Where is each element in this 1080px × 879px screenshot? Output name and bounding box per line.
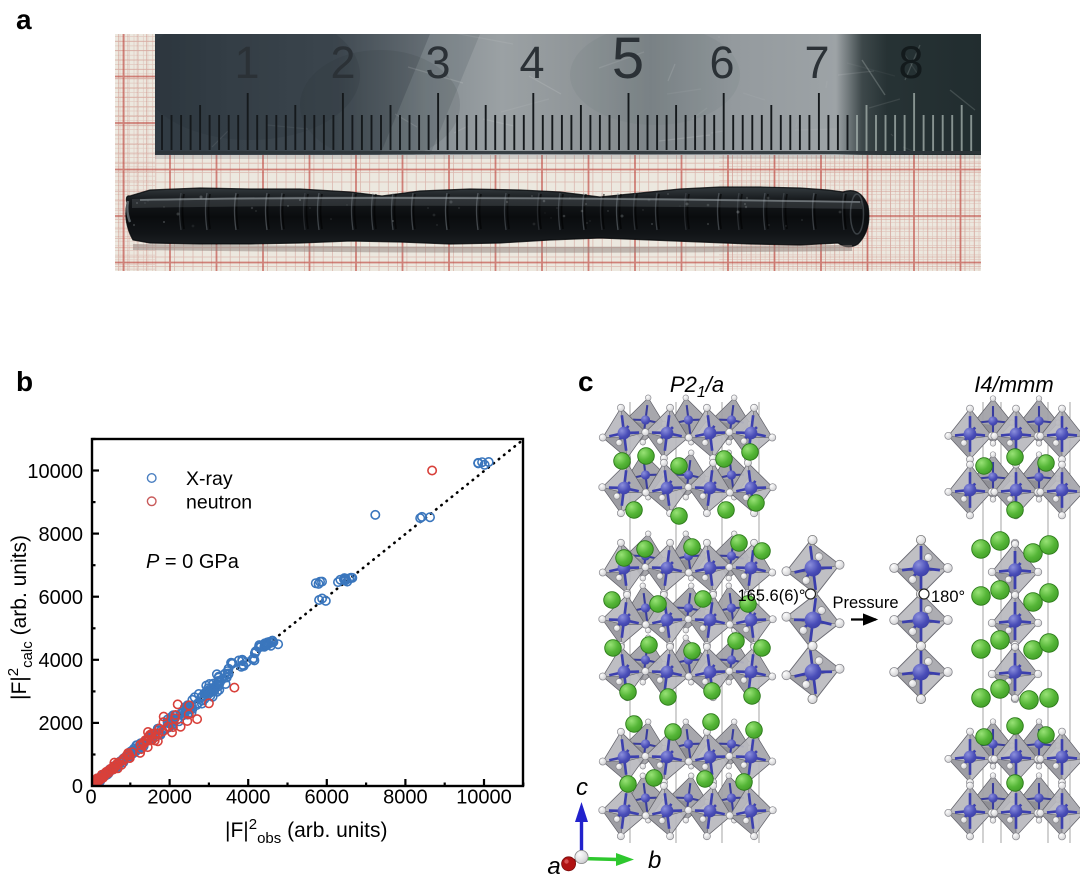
svg-text:c: c — [578, 366, 594, 397]
svg-text:10000: 10000 — [27, 461, 83, 483]
svg-text:c: c — [576, 774, 588, 801]
svg-text:0: 0 — [85, 787, 96, 809]
svg-text:X-ray: X-ray — [186, 468, 233, 490]
svg-text:I4/mmm: I4/mmm — [974, 372, 1053, 397]
svg-text:3: 3 — [425, 37, 450, 88]
svg-text:2000: 2000 — [39, 713, 84, 735]
svg-text:2000: 2000 — [147, 787, 192, 809]
svg-text:1: 1 — [234, 37, 259, 88]
svg-text:Pressure: Pressure — [832, 594, 898, 612]
svg-text:180°: 180° — [931, 588, 965, 606]
svg-text:10000: 10000 — [456, 787, 512, 809]
svg-text:P21/a: P21/a — [670, 372, 724, 401]
svg-text:a: a — [547, 853, 560, 879]
svg-text:4000: 4000 — [39, 650, 84, 672]
svg-text:|F|2calc (arb. units): |F|2calc (arb. units) — [5, 535, 36, 700]
svg-text:8000: 8000 — [383, 787, 428, 809]
svg-text:6: 6 — [709, 37, 734, 88]
svg-text:6000: 6000 — [39, 587, 84, 609]
svg-text:8: 8 — [898, 37, 923, 88]
svg-text:8000: 8000 — [39, 524, 84, 546]
svg-text:7: 7 — [804, 37, 829, 88]
svg-text:5: 5 — [612, 26, 644, 91]
svg-text:b: b — [16, 366, 33, 397]
svg-text:4: 4 — [519, 37, 544, 88]
svg-text:neutron: neutron — [186, 492, 252, 514]
svg-text:2: 2 — [330, 37, 355, 88]
svg-text:P = 0 GPa: P = 0 GPa — [146, 551, 240, 573]
svg-text:165.6(6)°: 165.6(6)° — [737, 587, 805, 605]
svg-text:a: a — [16, 4, 32, 35]
svg-text:6000: 6000 — [305, 787, 350, 809]
svg-text:b: b — [648, 847, 661, 874]
svg-text:|F|2obs (arb. units): |F|2obs (arb. units) — [225, 816, 387, 847]
svg-text:0: 0 — [72, 776, 83, 798]
svg-text:4000: 4000 — [226, 787, 271, 809]
